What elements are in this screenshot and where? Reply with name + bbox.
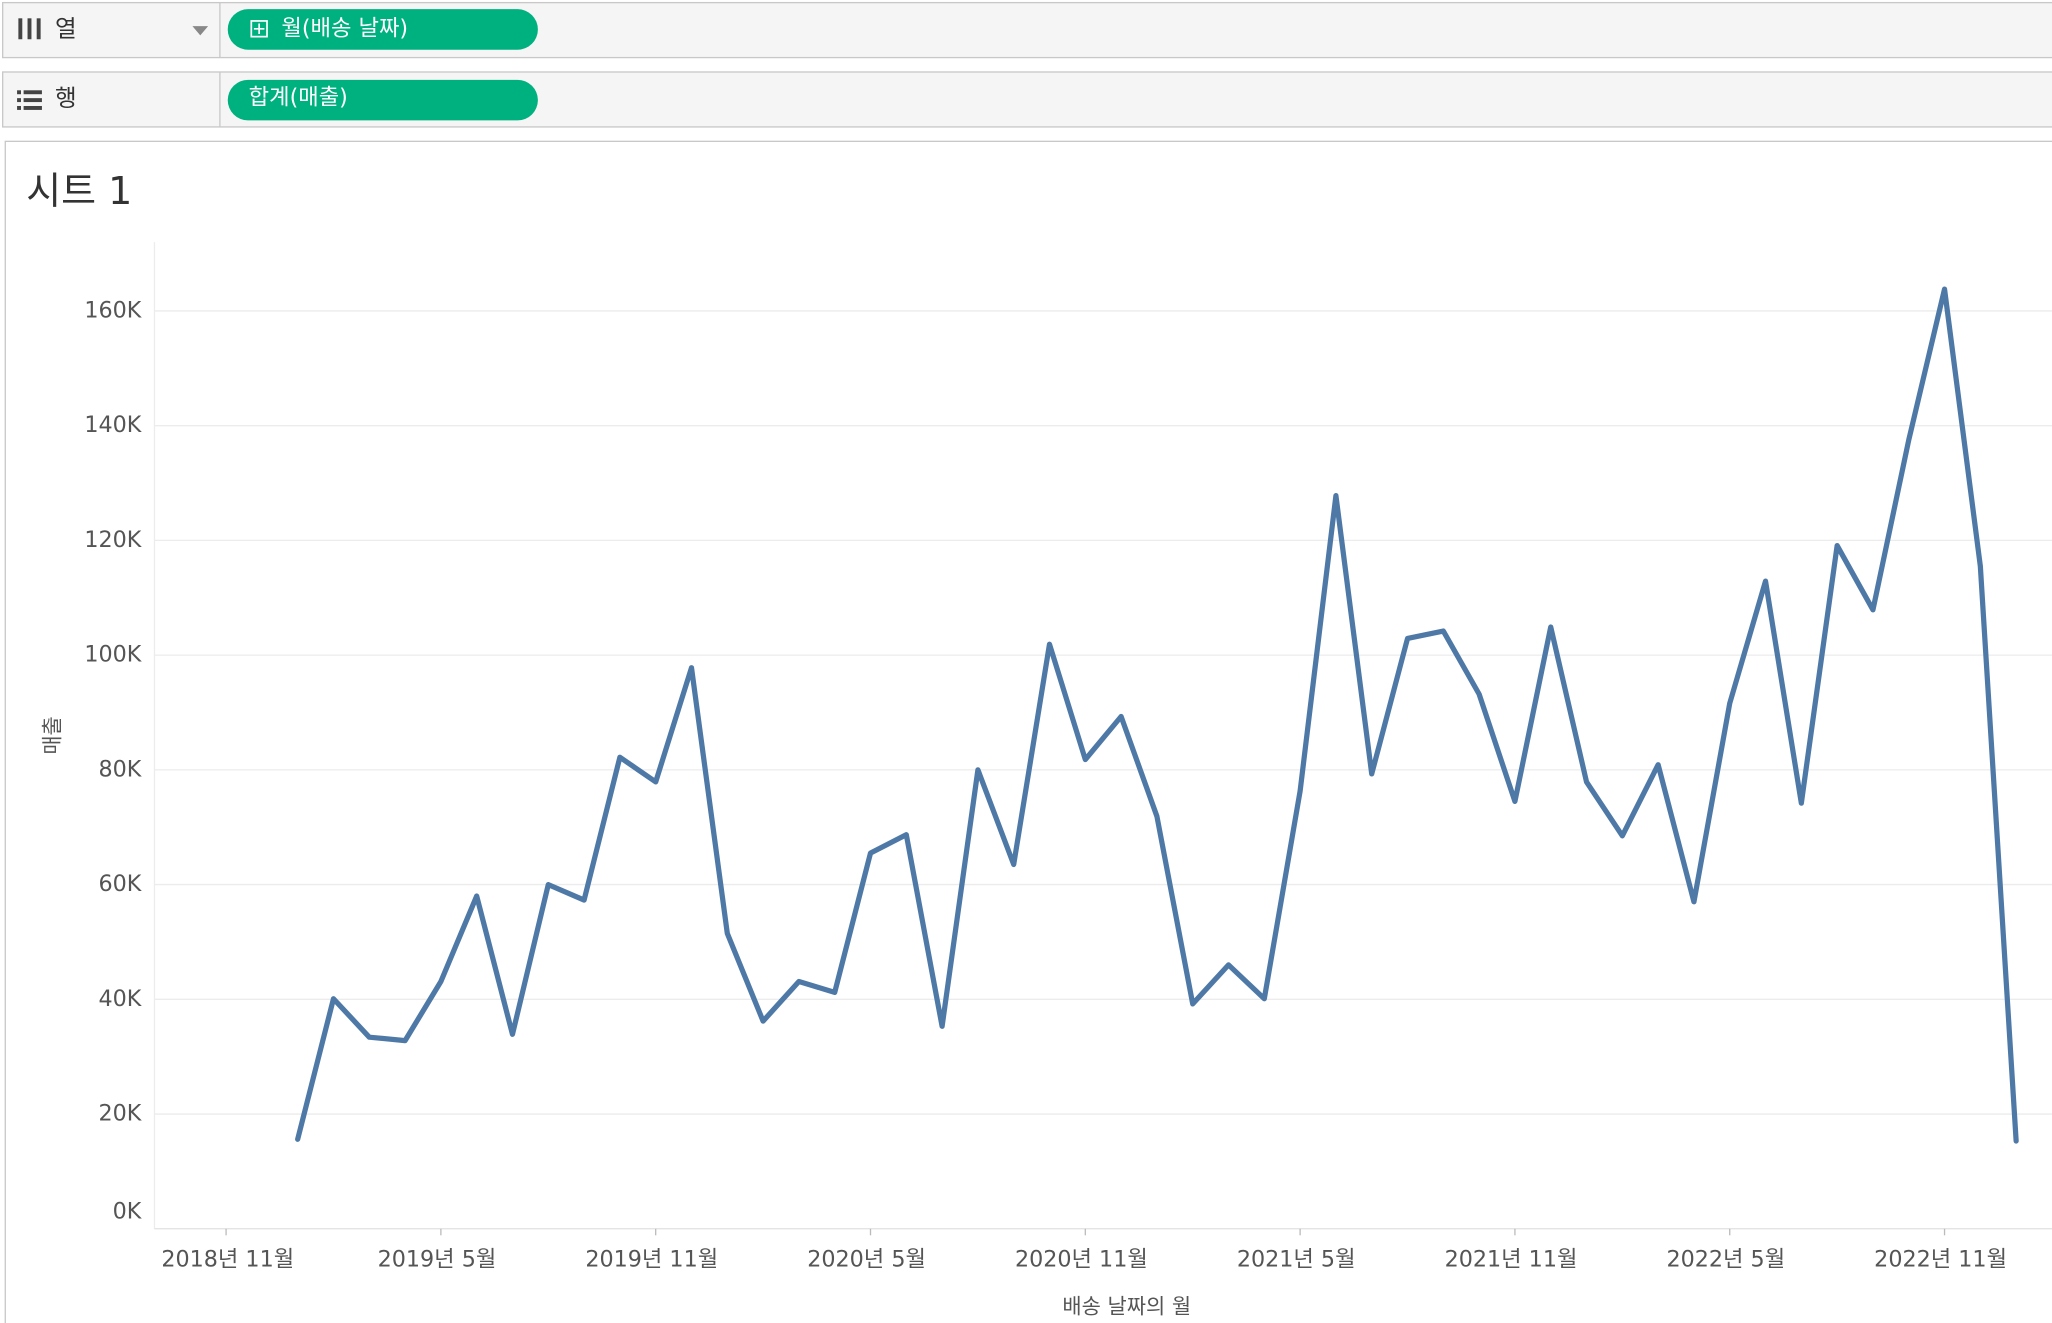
- y-tick-label: 100K: [84, 642, 142, 668]
- x-tick-label: 2019년 11월: [585, 1247, 718, 1273]
- y-tick-label: 140K: [84, 412, 142, 438]
- y-tick-label: 0K: [113, 1198, 143, 1224]
- columns-pill[interactable]: [227, 9, 538, 50]
- x-axis-title: 배송 날짜의 월: [1062, 1294, 1191, 1318]
- series-line: [295, 286, 2019, 1144]
- rows-label: 행: [55, 84, 77, 112]
- rows-pill-text: 합계(매출): [249, 85, 348, 111]
- x-tick-label: 2020년 5월: [807, 1247, 926, 1273]
- x-tick-label: 2018년 11월: [161, 1247, 294, 1273]
- x-tick-label: 2021년 5월: [1237, 1247, 1356, 1273]
- y-tick-label: 160K: [84, 297, 142, 323]
- expand-plus: [253, 23, 265, 35]
- y-tick-label: 120K: [84, 527, 142, 553]
- x-tick-label: 2020년 11월: [1015, 1247, 1148, 1273]
- expand-icon[interactable]: [250, 20, 268, 38]
- y-tick-label: 20K: [99, 1101, 143, 1127]
- sheet-panel: [4, 140, 2052, 1323]
- y-tick-label: 80K: [99, 756, 143, 782]
- y-tick-label: 40K: [99, 986, 143, 1012]
- dropdown[interactable]: [192, 26, 209, 36]
- sheet-title: 시트 1: [26, 169, 132, 213]
- columns-icon: [18, 18, 41, 40]
- x-tick-label: 2022년 5월: [1666, 1247, 1785, 1273]
- columns-label: 열: [55, 15, 77, 43]
- y-axis-title: 매출: [41, 716, 65, 755]
- y-tick-label: 60K: [99, 871, 143, 897]
- columns-pill-text: 월(배송 날짜): [281, 15, 408, 41]
- x-tick-label: 2019년 5월: [378, 1247, 497, 1273]
- x-tick-label: 2021년 11월: [1445, 1247, 1578, 1273]
- x-tick-label: 2022년 11월: [1874, 1247, 2007, 1273]
- rows-icon: [17, 90, 42, 110]
- rows-pill[interactable]: [227, 79, 538, 121]
